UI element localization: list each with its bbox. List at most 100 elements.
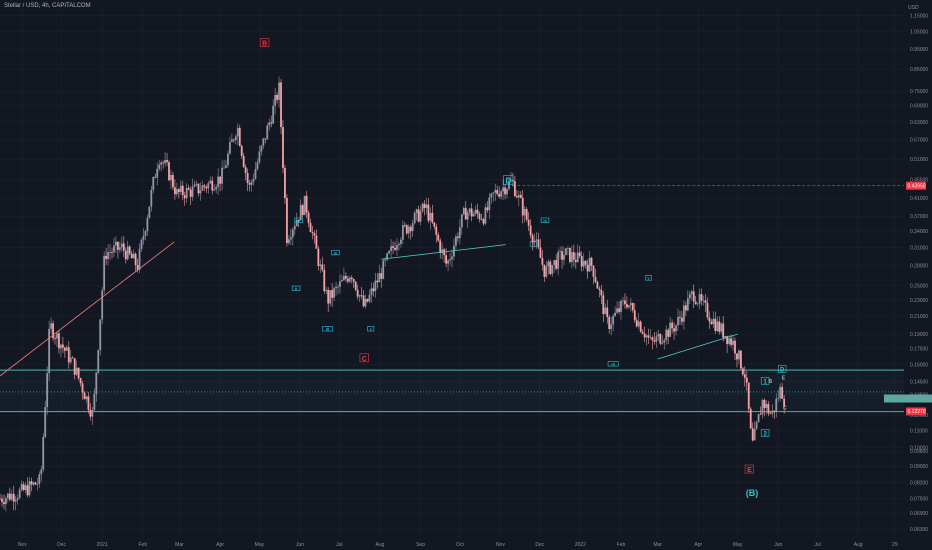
wave-label-box	[540, 217, 550, 223]
price-axis[interactable]: USD 1.15000 1.05000 0.95000 0.85000 0.75000 0.…	[884, 5, 932, 533]
candle-body	[109, 252, 111, 253]
candle-body	[67, 347, 70, 363]
candle-body	[517, 194, 520, 198]
wave-label: C	[783, 405, 787, 411]
candle-body	[718, 321, 721, 332]
candle-body	[344, 276, 347, 279]
candle-body	[553, 260, 556, 265]
candle-body	[174, 187, 176, 195]
candle-body	[643, 333, 646, 338]
candle-body	[48, 328, 51, 374]
candle-body	[606, 307, 609, 317]
candle-body	[54, 338, 56, 340]
candle-body	[230, 139, 233, 143]
candle-body	[370, 288, 373, 295]
candle-body	[276, 94, 278, 100]
wave-label: E	[782, 376, 786, 382]
candle-body	[563, 255, 565, 260]
candle-body	[77, 367, 80, 379]
candle-body	[506, 189, 508, 195]
candle-body	[655, 336, 658, 342]
candle-body	[423, 203, 426, 209]
price-tick-label: 0.41000	[910, 196, 928, 202]
price-tick-label: 0.51000	[910, 157, 928, 163]
price-tick-label: 0.10000	[910, 445, 928, 451]
candle-body	[767, 404, 770, 414]
candle-body	[565, 248, 567, 256]
candle-body	[779, 386, 782, 399]
candle-body	[166, 160, 168, 163]
wave-label-box	[294, 217, 303, 223]
candle-body	[427, 204, 430, 221]
candle-body	[87, 396, 90, 410]
price-tick-label: 0.14500	[910, 380, 928, 386]
candle-body	[335, 286, 337, 289]
candle-body	[600, 289, 603, 296]
candle-body	[40, 469, 43, 475]
candle-body	[468, 208, 471, 213]
candle-body	[726, 336, 729, 344]
candle-body	[333, 288, 335, 298]
time-tick-label: Jul	[814, 542, 820, 548]
candle-body	[559, 251, 561, 253]
candle-body	[122, 243, 125, 251]
candle-body	[158, 164, 161, 169]
candle-body	[761, 399, 764, 415]
wave-label: 2	[760, 429, 770, 438]
candle-body	[85, 396, 88, 400]
wave-label-box	[260, 38, 270, 47]
candle-body	[539, 247, 542, 258]
candle-body	[69, 357, 72, 363]
candle-body	[496, 190, 499, 194]
wave-label-text: (B)	[746, 488, 759, 498]
price-tick-label: 0.21000	[910, 314, 928, 320]
candle-body	[71, 357, 74, 359]
price-tick-label: 0.09800	[910, 449, 928, 455]
candle-body	[46, 373, 49, 408]
candle-body	[470, 208, 473, 217]
candle-body	[203, 185, 206, 187]
candle-body	[743, 374, 746, 378]
candle-body	[411, 223, 414, 232]
candle-body	[201, 185, 204, 191]
price-tick-label: 0.19000	[910, 332, 928, 338]
wave-label-box	[503, 175, 514, 186]
candle-body	[282, 127, 284, 168]
candle-body	[515, 196, 518, 198]
candle-body	[164, 160, 166, 164]
candle-body	[248, 183, 251, 185]
candle-body	[466, 212, 469, 220]
candle-body	[702, 300, 705, 302]
candle-body	[651, 337, 654, 341]
candle-body	[694, 301, 697, 304]
candle-body	[221, 167, 223, 184]
candle-body	[773, 410, 776, 412]
candle-body	[382, 260, 385, 279]
candle-body	[154, 177, 157, 178]
candle-body	[582, 260, 585, 267]
candle-body	[504, 187, 506, 195]
candle-body	[168, 162, 170, 181]
wave-label-text: i	[533, 242, 534, 247]
candle-body	[368, 294, 371, 302]
time-tick-label: Aug	[375, 542, 384, 548]
time-axis[interactable]: Nov Dec 2021 Feb Mar Apr May Jun Jul Aug Sep Oct Nov…	[18, 542, 898, 548]
candle-body	[378, 273, 381, 283]
candle-body	[22, 484, 25, 491]
candle-body	[484, 207, 487, 224]
candle-body	[3, 502, 5, 505]
candle-body	[417, 209, 420, 222]
candle-body	[197, 183, 200, 194]
candle-body	[268, 122, 271, 126]
candle-body	[262, 138, 265, 146]
candle-body	[545, 266, 548, 277]
candle-body	[42, 436, 45, 470]
candle-body	[734, 340, 736, 354]
candle-body	[527, 219, 530, 226]
candle-body	[783, 398, 786, 407]
candle-body	[464, 207, 467, 220]
candle-body	[240, 145, 243, 156]
price-tick-label: 0.08200	[910, 481, 928, 487]
candle-body	[712, 318, 715, 325]
